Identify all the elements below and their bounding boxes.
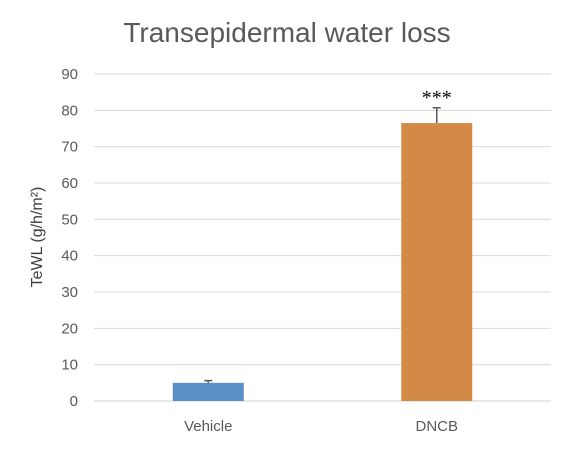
x-tick-labels: Vehicle DNCB — [184, 418, 458, 435]
bar — [172, 382, 244, 401]
y-tick-label: 10 — [61, 357, 78, 374]
y-tick-label: 80 — [61, 102, 78, 119]
significance-annotation: *** — [422, 87, 452, 109]
x-tick-label: Vehicle — [184, 418, 232, 435]
gridlines — [94, 73, 551, 366]
y-tick-label: 20 — [61, 320, 78, 337]
y-tick-label: 30 — [61, 284, 78, 301]
y-tick-label: 40 — [61, 248, 78, 265]
chart-title: Transepidermal water loss — [123, 17, 450, 48]
y-tick-labels: 0 10 20 30 40 50 60 70 80 90 — [61, 66, 78, 410]
y-tick-label: 0 — [70, 393, 78, 410]
bars: *** — [172, 87, 473, 402]
error-bar — [204, 379, 213, 383]
y-tick-label: 60 — [61, 175, 78, 192]
y-axis-label: TeWL (g/h/m²) — [29, 187, 46, 288]
y-tick-label: 50 — [61, 211, 78, 228]
x-tick-label: DNCB — [415, 418, 458, 435]
error-bar — [432, 107, 441, 124]
bar — [401, 123, 473, 402]
y-tick-label: 70 — [61, 139, 78, 156]
y-tick-label: 90 — [61, 66, 78, 83]
